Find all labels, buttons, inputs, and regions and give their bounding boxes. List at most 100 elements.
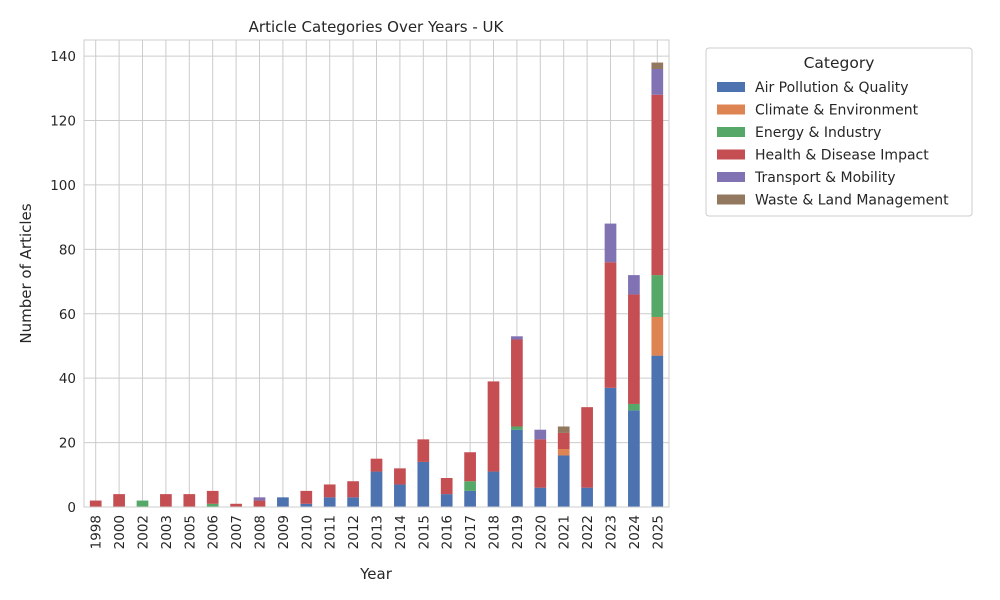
bar-segment: [464, 490, 476, 507]
bar-segment: [534, 429, 547, 440]
x-tick-label: 2024: [627, 515, 643, 549]
bar-segment: [394, 468, 406, 485]
legend-swatch: [717, 82, 745, 92]
bar-segment: [183, 494, 196, 507]
y-axis-label: Number of Articles: [17, 203, 35, 343]
legend-title: Category: [804, 54, 875, 72]
bar-segment: [628, 410, 640, 507]
chart-title: Article Categories Over Years - UK: [249, 18, 505, 36]
x-tick-label: 2017: [463, 515, 479, 549]
x-tick-label: 2025: [650, 515, 666, 549]
bar-segment: [440, 478, 453, 495]
bar-segment: [628, 403, 640, 411]
y-tick-label: 100: [50, 178, 76, 194]
bar-segment: [206, 490, 219, 504]
bar-segment: [557, 432, 570, 450]
bar-segment: [323, 497, 336, 507]
x-tick-label: 2020: [533, 515, 549, 549]
x-tick-label: 2008: [253, 515, 269, 549]
bars: [89, 62, 664, 507]
bar-segment: [323, 484, 336, 498]
bar-segment: [300, 490, 313, 504]
bar-segment: [394, 484, 406, 507]
bar-segment: [487, 471, 500, 507]
x-tick-label: 2016: [440, 515, 456, 549]
x-tick-label: 2002: [136, 515, 152, 549]
legend-swatch: [717, 194, 745, 205]
bar-segment: [230, 503, 242, 507]
y-tick-label: 20: [59, 436, 76, 452]
x-tick-label: 2007: [229, 515, 245, 549]
bar-segment: [557, 426, 570, 433]
bar-segment: [206, 503, 219, 507]
bar-segment: [417, 461, 430, 507]
bar-segment: [557, 449, 570, 456]
bar-segment: [651, 316, 664, 356]
x-tick-label: 2014: [393, 515, 409, 549]
legend-swatch: [717, 127, 745, 137]
legend-swatch: [717, 104, 745, 115]
legend-box: [705, 47, 973, 217]
x-tick-label: 2022: [580, 515, 596, 549]
legend-label: Health & Disease Impact: [755, 148, 929, 164]
y-tick-label: 0: [67, 500, 76, 516]
x-tick-label: 2021: [557, 515, 573, 549]
bar-segment: [511, 339, 523, 427]
legend-label: Energy & Industry: [755, 125, 881, 141]
y-tick-label: 140: [50, 49, 76, 65]
bar-segment: [604, 387, 617, 507]
legend: Category Air Pollution & Quality Climate …: [705, 47, 973, 217]
bar-segment: [417, 439, 430, 462]
bar-segment: [89, 500, 102, 507]
bar-segment: [160, 494, 172, 507]
bar-segment: [581, 487, 593, 507]
bar-segment: [136, 500, 149, 507]
x-tick-label: 2009: [276, 515, 292, 549]
legend-swatch: [717, 172, 745, 182]
bar-segment: [370, 471, 383, 507]
x-tick-label: 1998: [89, 515, 105, 549]
bar-segment: [628, 275, 640, 295]
x-axis-label: Year: [359, 565, 393, 583]
x-tick-label: 2015: [416, 515, 432, 549]
legend-label: Air Pollution & Quality: [755, 80, 909, 96]
legend-swatch: [717, 149, 745, 160]
y-tick-labels: 0 20 40 60 80 100 120 140: [50, 49, 76, 516]
bar-segment: [534, 439, 547, 488]
x-tick-label: 2003: [159, 515, 175, 549]
bar-segment: [511, 429, 523, 507]
x-tick-label: 2023: [604, 515, 620, 549]
bar-segment: [440, 494, 453, 507]
legend-label: Waste & Land Management: [755, 193, 949, 209]
bar-segment: [487, 381, 500, 472]
bar-segment: [651, 68, 664, 95]
bar-segment: [604, 262, 617, 388]
bar-segment: [113, 494, 125, 507]
bar-segment: [511, 336, 523, 340]
bar-segment: [534, 487, 547, 507]
bar-segment: [277, 497, 289, 507]
y-tick-label: 40: [59, 371, 76, 387]
bar-segment: [464, 452, 476, 482]
bar-segment: [253, 497, 266, 501]
bar-segment: [651, 275, 664, 317]
x-tick-labels: 1998 2000 2002 2003 2005 2006 2007 2008 2009 2010…: [89, 515, 667, 549]
plot-frame: [83, 39, 670, 508]
bar-segment: [464, 481, 476, 491]
bar-segment: [347, 481, 359, 498]
legend-label: Climate & Environment: [755, 103, 919, 119]
x-tick-label: 2019: [510, 515, 526, 549]
x-tick-label: 2018: [487, 515, 503, 549]
bar-segment: [628, 294, 640, 404]
bar-segment: [651, 94, 664, 276]
bar-segment: [581, 407, 593, 488]
bar-segment: [651, 355, 664, 507]
x-tick-label: 2006: [206, 515, 222, 549]
bar-segment: [604, 223, 617, 263]
x-tick-label: 2000: [112, 515, 128, 549]
bar-segment: [347, 497, 359, 507]
bar-segment: [300, 503, 313, 507]
y-tick-label: 80: [59, 242, 76, 258]
y-tick-label: 60: [59, 307, 76, 323]
